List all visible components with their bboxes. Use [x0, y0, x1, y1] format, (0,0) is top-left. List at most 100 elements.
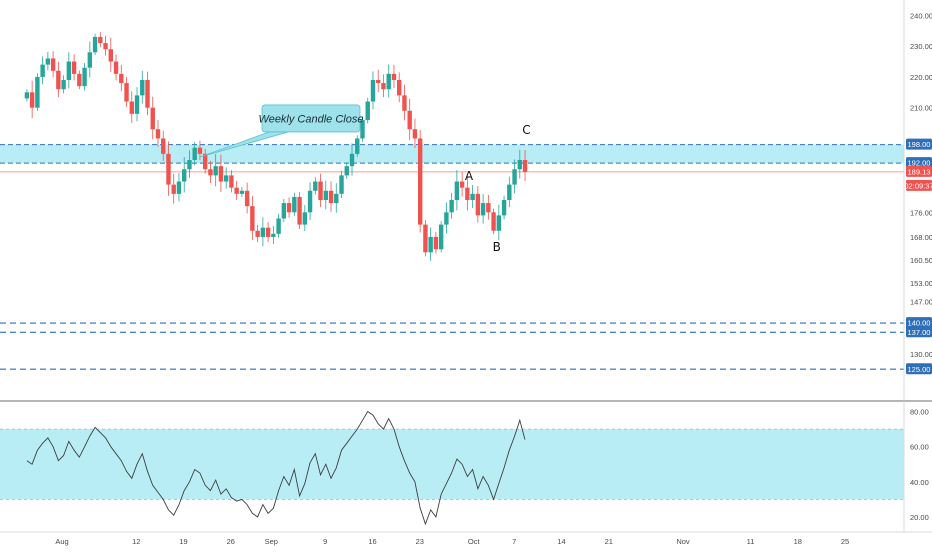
- price-tick-label: 210.00: [910, 104, 932, 113]
- rsi-line: [26, 410, 526, 526]
- support-tag-137.00-text: 137.00: [908, 328, 931, 337]
- candle-body: [386, 73, 391, 90]
- date-tick-label: 11: [747, 537, 755, 546]
- candle-body: [140, 80, 145, 96]
- price-tick-label: 160.50: [910, 256, 932, 265]
- support-tag-125.00-text: 125.00: [908, 365, 931, 374]
- candle-body: [134, 95, 140, 114]
- candle-body: [412, 129, 418, 139]
- rsi-tick-label: 20.00: [910, 513, 929, 522]
- candle-body: [491, 212, 496, 231]
- candle: [486, 194, 491, 220]
- date-tick-label: 25: [841, 537, 849, 546]
- candle: [507, 176, 512, 208]
- candle-body: [339, 175, 344, 194]
- candle: [391, 64, 397, 89]
- candle-body: [166, 153, 171, 185]
- candle-body: [271, 233, 276, 237]
- candle: [239, 187, 245, 198]
- candle: [454, 170, 460, 211]
- rsi-band: [0, 429, 904, 500]
- candle: [307, 182, 313, 221]
- zone-bottom-tag: 192.00: [906, 157, 932, 169]
- price-pane: Weekly Candle Close A B C: [0, 32, 904, 370]
- price-tick-label: 176.00: [910, 208, 932, 217]
- candle-body: [182, 169, 187, 182]
- candle: [271, 226, 276, 244]
- candle: [370, 71, 376, 110]
- candle-body: [129, 101, 134, 114]
- candle-body: [155, 129, 161, 139]
- support-tag-137.00-bg: [906, 326, 932, 338]
- candle: [512, 159, 517, 194]
- candle-body: [239, 190, 245, 194]
- wave-labels: A B C: [465, 123, 531, 254]
- candle-body: [286, 203, 292, 213]
- wave-label-A: A: [465, 169, 474, 183]
- candle-body: [454, 181, 460, 200]
- date-tick-label: Oct: [468, 537, 481, 546]
- candle-body: [171, 184, 176, 194]
- candle: [465, 176, 470, 211]
- candle-body: [423, 224, 428, 253]
- date-tick-label: Nov: [676, 537, 690, 546]
- candle: [50, 51, 56, 78]
- candle: [428, 227, 433, 261]
- price-tick-label: 220.00: [910, 73, 932, 82]
- candle: [423, 220, 428, 257]
- candle: [66, 52, 72, 89]
- weekly-candle-close-callout[interactable]: Weekly Candle Close: [200, 104, 364, 158]
- candle-body: [29, 92, 35, 108]
- candle: [71, 54, 77, 81]
- candle: [166, 141, 171, 196]
- candle: [480, 194, 486, 224]
- candle-body: [486, 203, 491, 213]
- candle-body: [522, 160, 528, 172]
- candle: [376, 69, 381, 93]
- callout-text: Weekly Candle Close: [259, 113, 364, 125]
- zone-top-tag-text: 198.00: [908, 140, 931, 149]
- candle-body: [402, 95, 407, 111]
- support-tag-140.00-text: 140.00: [908, 319, 931, 328]
- candle-body: [307, 190, 313, 213]
- candle-body: [45, 58, 51, 65]
- candle-body: [50, 58, 56, 71]
- date-tick-label: 16: [368, 537, 376, 546]
- candle-body: [218, 166, 224, 182]
- candle: [45, 51, 51, 71]
- candle-body: [234, 187, 239, 194]
- candle-body: [365, 101, 370, 120]
- candle: [302, 205, 308, 232]
- candle: [213, 154, 218, 187]
- candle-body: [297, 196, 302, 225]
- zone-bottom-tag-text: 192.00: [908, 159, 931, 168]
- date-tick-label: Aug: [55, 537, 68, 546]
- candle-body: [459, 181, 465, 188]
- candle: [286, 197, 292, 218]
- candle: [229, 170, 234, 193]
- candle-body: [87, 52, 93, 68]
- candle-body: [313, 181, 318, 191]
- candle: [108, 37, 113, 73]
- candle-body: [323, 190, 328, 200]
- candle: [113, 54, 119, 81]
- candle: [87, 41, 93, 78]
- date-tick-label: 7: [512, 537, 516, 546]
- candle-body: [391, 73, 397, 80]
- candle: [98, 32, 103, 48]
- candle-body: [438, 224, 444, 250]
- candle: [438, 221, 444, 253]
- candle: [260, 217, 266, 247]
- zone-top-tag: 198.00: [906, 138, 932, 150]
- date-tick-label: 26: [227, 537, 235, 546]
- price-tick-label: 147.00: [910, 298, 932, 307]
- candle: [223, 167, 229, 189]
- candle: [197, 140, 203, 161]
- candle-body: [40, 64, 45, 77]
- candle: [402, 84, 407, 121]
- candle: [134, 87, 140, 122]
- candle-body: [92, 36, 98, 53]
- countdown-tag: 02:09:37: [904, 179, 932, 191]
- candle: [470, 185, 475, 208]
